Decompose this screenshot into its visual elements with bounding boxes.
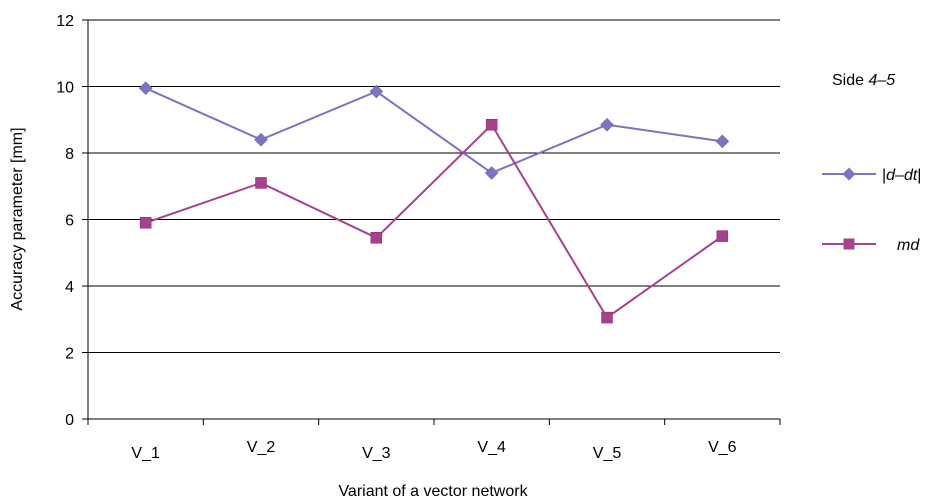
legend-label: md — [897, 237, 920, 254]
point-marker — [601, 311, 613, 324]
point-marker — [484, 166, 499, 180]
legend-title: Side 4–5 — [832, 72, 895, 89]
y-tick-label: 2 — [65, 346, 74, 363]
legend-title-prefix: Side — [832, 72, 868, 89]
point-marker — [370, 232, 383, 244]
gridlines — [88, 19, 780, 353]
y-tick-label: 4 — [65, 279, 74, 296]
legend-label-part: | — [882, 167, 886, 184]
y-tick-label: 0 — [65, 412, 74, 429]
series-line — [145, 87, 723, 175]
x-tick-label: V_3 — [362, 445, 391, 462]
point-marker — [715, 134, 730, 149]
axis-labels: 0 2 4 6 8 10 12 V_1 V_2 V_3 V_4 V_5 V_6 — [56, 13, 736, 462]
point-marker — [600, 117, 614, 132]
legend-title-side: 4–5 — [868, 72, 895, 89]
x-axis-title: Variant of a vector network — [338, 483, 528, 500]
legend-label: |d–dt| — [882, 167, 921, 184]
y-tick-label: 10 — [56, 80, 74, 97]
x-tick-label: V_4 — [477, 439, 506, 456]
y-tick-label: 12 — [56, 13, 74, 30]
point-marker — [139, 217, 152, 229]
point-marker — [716, 230, 729, 242]
point-marker — [138, 81, 153, 96]
point-marker — [255, 177, 267, 189]
series-line — [145, 123, 723, 320]
point-marker — [254, 132, 268, 147]
legend-item: |d–dt| — [822, 167, 921, 184]
x-tick-label: V_2 — [247, 439, 276, 456]
x-tick-label: V_6 — [708, 439, 737, 456]
legend-items: |d–dt| md — [822, 167, 921, 254]
y-axis-title: Accuracy parameter [mm] — [9, 127, 26, 310]
y-tick-label: 6 — [65, 213, 74, 230]
series-1 — [138, 81, 730, 180]
series-2 — [139, 118, 729, 324]
point-marker — [485, 118, 498, 131]
y-tick-label: 8 — [65, 146, 74, 163]
axes — [82, 19, 781, 425]
x-tick-label: V_5 — [593, 445, 622, 462]
legend-label-part: | — [917, 167, 921, 184]
legend: Side 4–5 |d–dt| md — [822, 72, 921, 254]
legend-item: md — [822, 237, 920, 254]
point-marker — [369, 84, 384, 99]
legend-marker — [842, 167, 856, 181]
legend-marker — [843, 238, 855, 250]
legend-label-part: d–dt — [886, 167, 918, 184]
legend-label-part: md — [897, 237, 920, 254]
x-tick-label: V_1 — [131, 445, 160, 462]
series — [138, 81, 730, 324]
